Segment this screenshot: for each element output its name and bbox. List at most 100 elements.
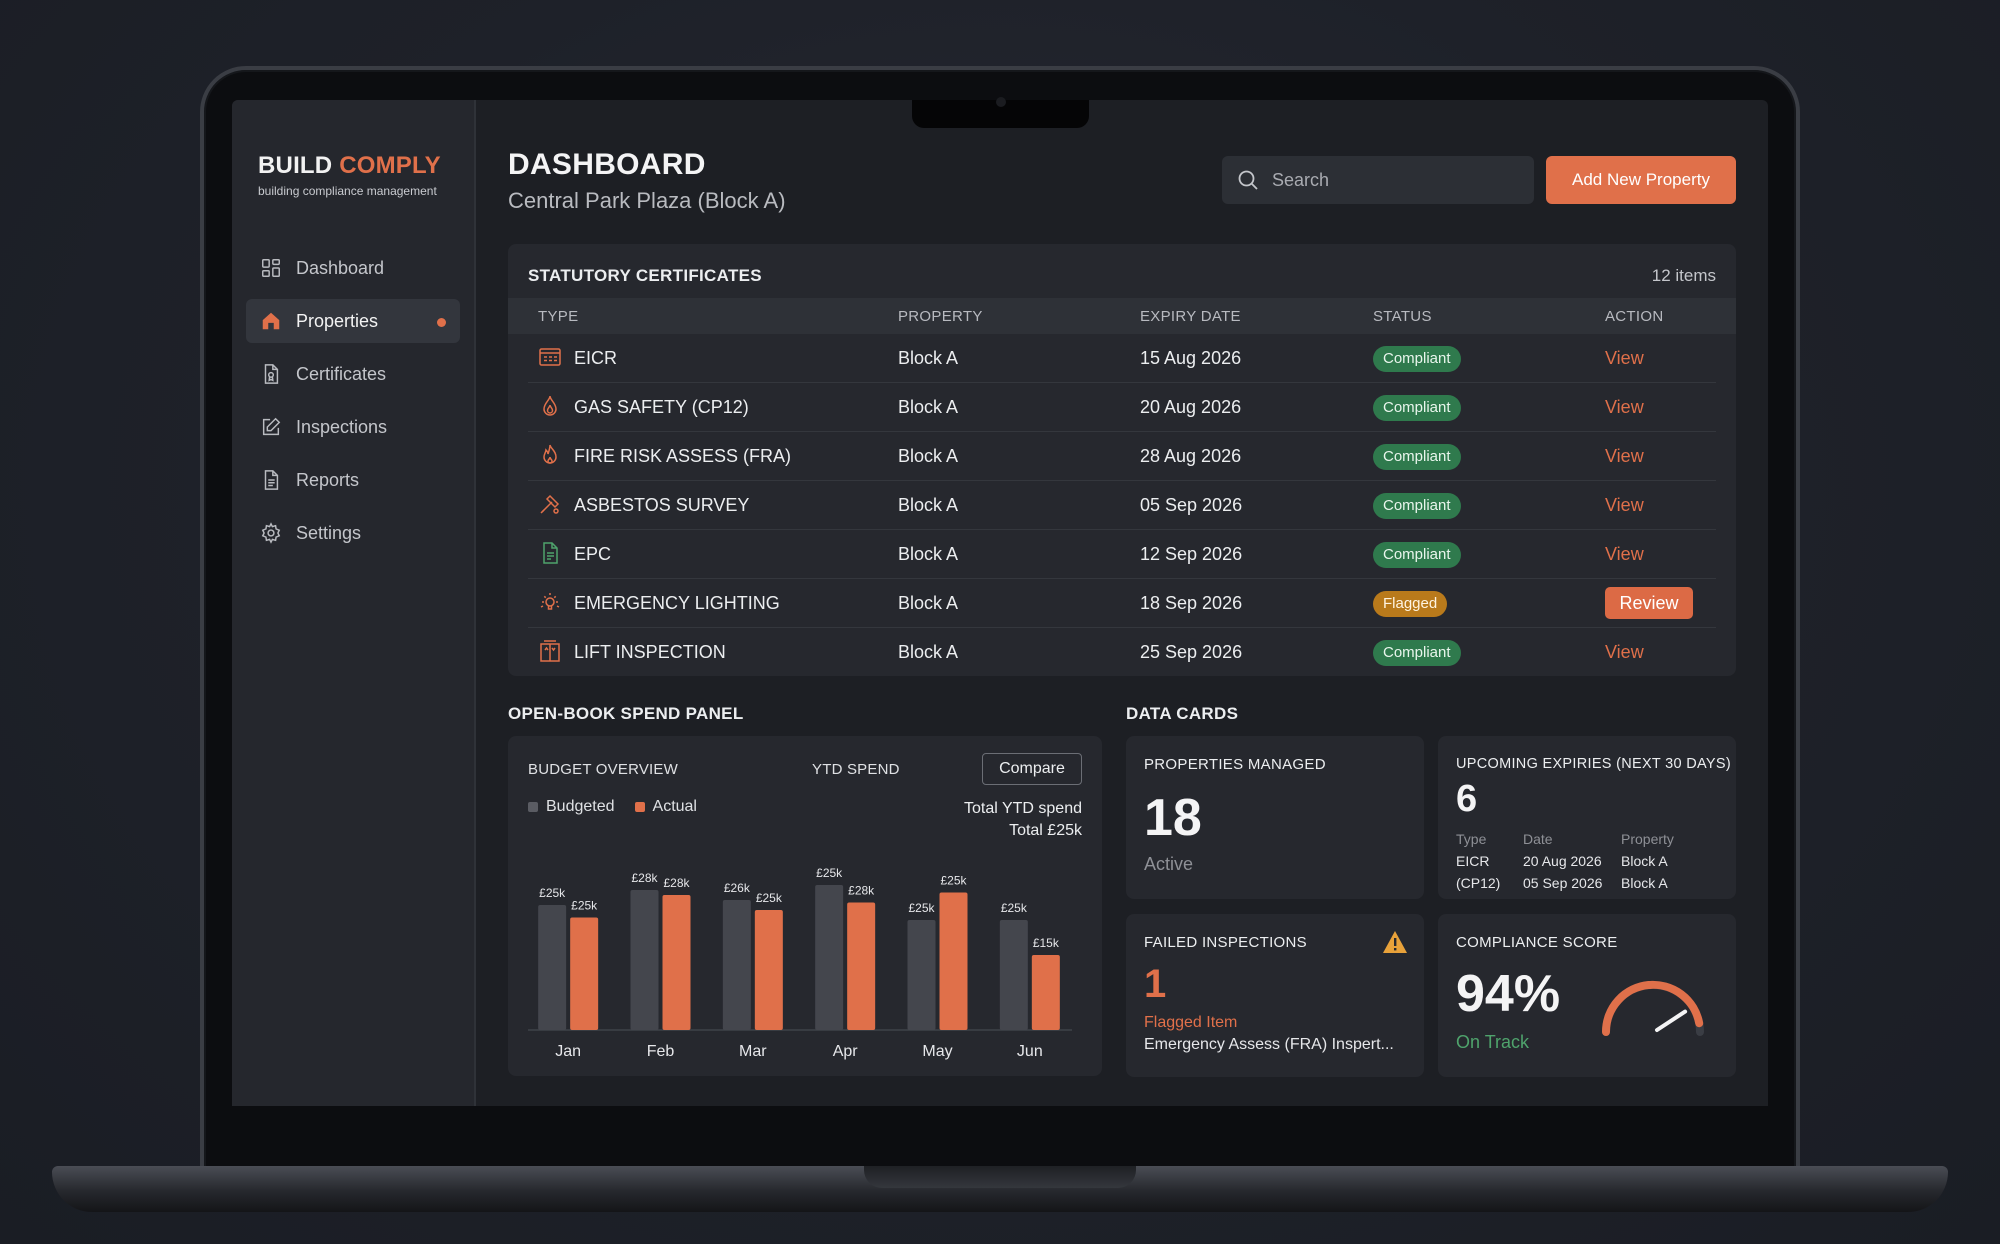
ytd-total-label: Total YTD spend (964, 800, 1082, 817)
status-badge: Compliant (1373, 395, 1461, 421)
bar-budgeted-jun[interactable] (999, 920, 1028, 1030)
gauge-fill (1601, 980, 1704, 1036)
gauge-needle (1655, 1009, 1688, 1032)
sidebar-item-certificates[interactable]: Certificates (246, 352, 460, 396)
bar-actual-jun[interactable] (1031, 955, 1060, 1030)
sidebar-item-properties[interactable]: Properties (246, 299, 460, 343)
bar-actual-may[interactable] (939, 892, 968, 1031)
x-axis-tick-label: Jun (1017, 1043, 1043, 1060)
x-axis-tick-label: Apr (833, 1043, 859, 1060)
table-row[interactable]: EICR Block A 15 Aug 2026 Compliant View (528, 334, 1716, 383)
legend-label-budgeted: Budgeted (546, 798, 615, 815)
expiry-date: 05 Sep 2026 (1523, 875, 1603, 891)
sidebar-item-inspections[interactable]: Inspections (246, 405, 460, 449)
add-new-property-button[interactable]: Add New Property (1546, 156, 1736, 204)
brand-name-part2: COMPLY (339, 152, 441, 179)
column-header-action[interactable]: ACTION (1605, 308, 1664, 325)
gauge-track (1602, 981, 1704, 1036)
view-link[interactable]: View (1605, 642, 1644, 662)
bar-actual-mar[interactable] (754, 910, 783, 1030)
bar-actual-feb[interactable] (662, 895, 691, 1030)
table-header: TYPE PROPERTY EXPIRY DATE STATUS ACTION (508, 298, 1736, 334)
cert-expiry: 05 Sep 2026 (1140, 495, 1243, 515)
panel-title: STATUTORY CERTIFICATES (528, 266, 762, 285)
column-header-expiry[interactable]: EXPIRY DATE (1140, 308, 1241, 325)
x-axis-tick-label: Jan (555, 1043, 581, 1060)
edit-icon (262, 417, 281, 436)
main-content: DASHBOARD Central Park Plaza (Block A) A… (508, 100, 1744, 1106)
properties-count: 18 (1144, 789, 1202, 847)
view-link[interactable]: View (1605, 544, 1644, 564)
cert-type: LIFT INSPECTION (574, 642, 726, 662)
view-link[interactable]: View (1605, 348, 1644, 368)
cert-type: EICR (574, 348, 618, 368)
document-icon (264, 470, 279, 490)
bar-value-label: £25k (1001, 901, 1028, 915)
cert-expiry: 20 Aug 2026 (1140, 397, 1242, 417)
bar-budgeted-apr[interactable] (815, 885, 844, 1030)
properties-managed-card[interactable]: PROPERTIES MANAGED 18 Active (1126, 736, 1424, 899)
bar-budgeted-feb[interactable] (630, 890, 659, 1030)
brand-logo: BUILD COMPLY building compliance managem… (258, 152, 441, 198)
failed-caption: Flagged Item (1144, 1014, 1238, 1031)
view-link[interactable]: View (1605, 495, 1644, 515)
bar-actual-apr[interactable] (847, 902, 876, 1031)
bar-value-label: £25k (816, 866, 843, 880)
table-row[interactable]: FIRE RISK ASSESS (FRA) Block A 28 Aug 20… (528, 432, 1716, 481)
home-icon (262, 312, 280, 330)
budget-overview-label: BUDGET OVERVIEW (528, 761, 678, 778)
view-link[interactable]: View (1605, 397, 1644, 417)
bar-budgeted-may[interactable] (907, 920, 936, 1030)
ytd-total: Total YTD spend Total £25k (964, 798, 1082, 842)
view-link[interactable]: View (1605, 446, 1644, 466)
review-button[interactable]: Review (1605, 587, 1693, 619)
compliance-score-card[interactable]: COMPLIANCE SCORE 94% On Track (1438, 914, 1736, 1077)
app-screen: BUILD COMPLY building compliance managem… (232, 100, 1768, 1106)
column-header-type[interactable]: TYPE (538, 308, 579, 325)
column-header-property[interactable]: PROPERTY (898, 308, 983, 325)
sidebar-item-settings[interactable]: Settings (246, 511, 460, 555)
table-row[interactable]: LIFT INSPECTION Block A 25 Sep 2026 Comp… (528, 628, 1716, 677)
sidebar: BUILD COMPLY building compliance managem… (232, 100, 476, 1106)
cert-type: EMERGENCY LIGHTING (574, 593, 780, 613)
bar-actual-jan[interactable] (570, 917, 599, 1031)
brand-tagline: building compliance management (258, 184, 437, 198)
page-title: DASHBOARD (508, 148, 706, 181)
laptop-groove (864, 1166, 1136, 1188)
data-cards-section-title: DATA CARDS (1126, 704, 1239, 723)
search-box[interactable] (1222, 156, 1534, 204)
cert-property: Block A (898, 495, 959, 515)
sidebar-item-label: Dashboard (296, 257, 385, 278)
failed-inspections-card[interactable]: FAILED INSPECTIONS 1 Flagged Item Emerge… (1126, 914, 1424, 1077)
status-badge: Compliant (1373, 444, 1461, 470)
compliance-status: On Track (1456, 1032, 1530, 1052)
table-row[interactable]: ASBESTOS SURVEY Block A 05 Sep 2026 Comp… (528, 481, 1716, 530)
bar-value-label: £26k (724, 881, 751, 895)
sidebar-item-dashboard[interactable]: Dashboard (246, 246, 460, 290)
cert-expiry: 18 Sep 2026 (1140, 593, 1243, 613)
table-row[interactable]: GAS SAFETY (CP12) Block A 20 Aug 2026 Co… (528, 383, 1716, 432)
upcoming-expiries-card[interactable]: UPCOMING EXPIRIES (NEXT 30 DAYS) 6 Type … (1438, 736, 1736, 899)
card-title: FAILED INSPECTIONS (1144, 934, 1307, 951)
failed-detail: Emergency Assess (FRA) Inspert... (1144, 1036, 1394, 1053)
compare-button[interactable]: Compare (982, 753, 1082, 785)
search-input[interactable] (1272, 169, 1512, 191)
page-subtitle: Central Park Plaza (Block A) (508, 188, 786, 213)
spend-section-title: OPEN-BOOK SPEND PANEL (508, 704, 744, 723)
table-row[interactable]: EPC Block A 12 Sep 2026 Compliant View (528, 530, 1716, 579)
lift-icon (540, 640, 560, 662)
bar-budgeted-mar[interactable] (722, 900, 751, 1030)
bar-value-label: £15k (1033, 936, 1060, 950)
table-row[interactable]: EMERGENCY LIGHTING Block A 18 Sep 2026 F… (528, 579, 1716, 628)
gas-flame-icon (543, 395, 557, 416)
cert-expiry: 28 Aug 2026 (1140, 446, 1242, 466)
sidebar-item-label: Properties (296, 310, 379, 331)
spend-panel: BUDGET OVERVIEW YTD SPEND Compare Budget… (508, 736, 1102, 1076)
cert-property: Block A (898, 642, 959, 662)
bar-budgeted-jan[interactable] (538, 905, 567, 1030)
expiry-type: (CP12) (1456, 875, 1501, 891)
column-header-status[interactable]: STATUS (1373, 308, 1432, 325)
light-bulb-icon (540, 593, 560, 610)
bar-value-label: £28k (663, 876, 690, 890)
sidebar-item-reports[interactable]: Reports (246, 458, 460, 502)
